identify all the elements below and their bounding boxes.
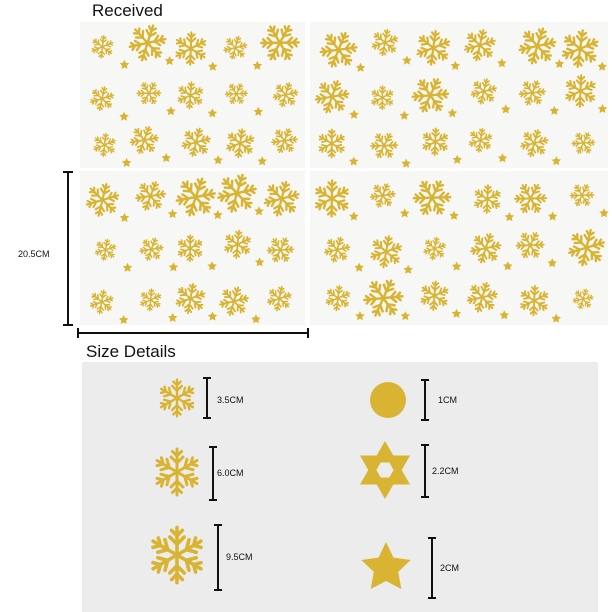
size-label: 9.5CM xyxy=(226,552,253,562)
dot xyxy=(370,382,406,418)
size-panel xyxy=(82,362,598,612)
sheet xyxy=(310,171,608,325)
size-label: 3.5CM xyxy=(217,395,244,405)
height-label: 20.5CM xyxy=(18,249,50,259)
dimension-lines xyxy=(63,171,309,338)
hexagram xyxy=(359,440,411,500)
size-label: 1CM xyxy=(438,395,457,405)
sheet xyxy=(310,22,608,168)
size-label: 6.0CM xyxy=(217,468,244,478)
size-brackets xyxy=(203,377,436,599)
size-label: 2CM xyxy=(440,563,459,573)
section-title: Size Details xyxy=(86,342,176,361)
size-label: 2.2CM xyxy=(432,466,459,476)
title: Received xyxy=(92,1,163,20)
sticker-sheets xyxy=(80,17,609,325)
